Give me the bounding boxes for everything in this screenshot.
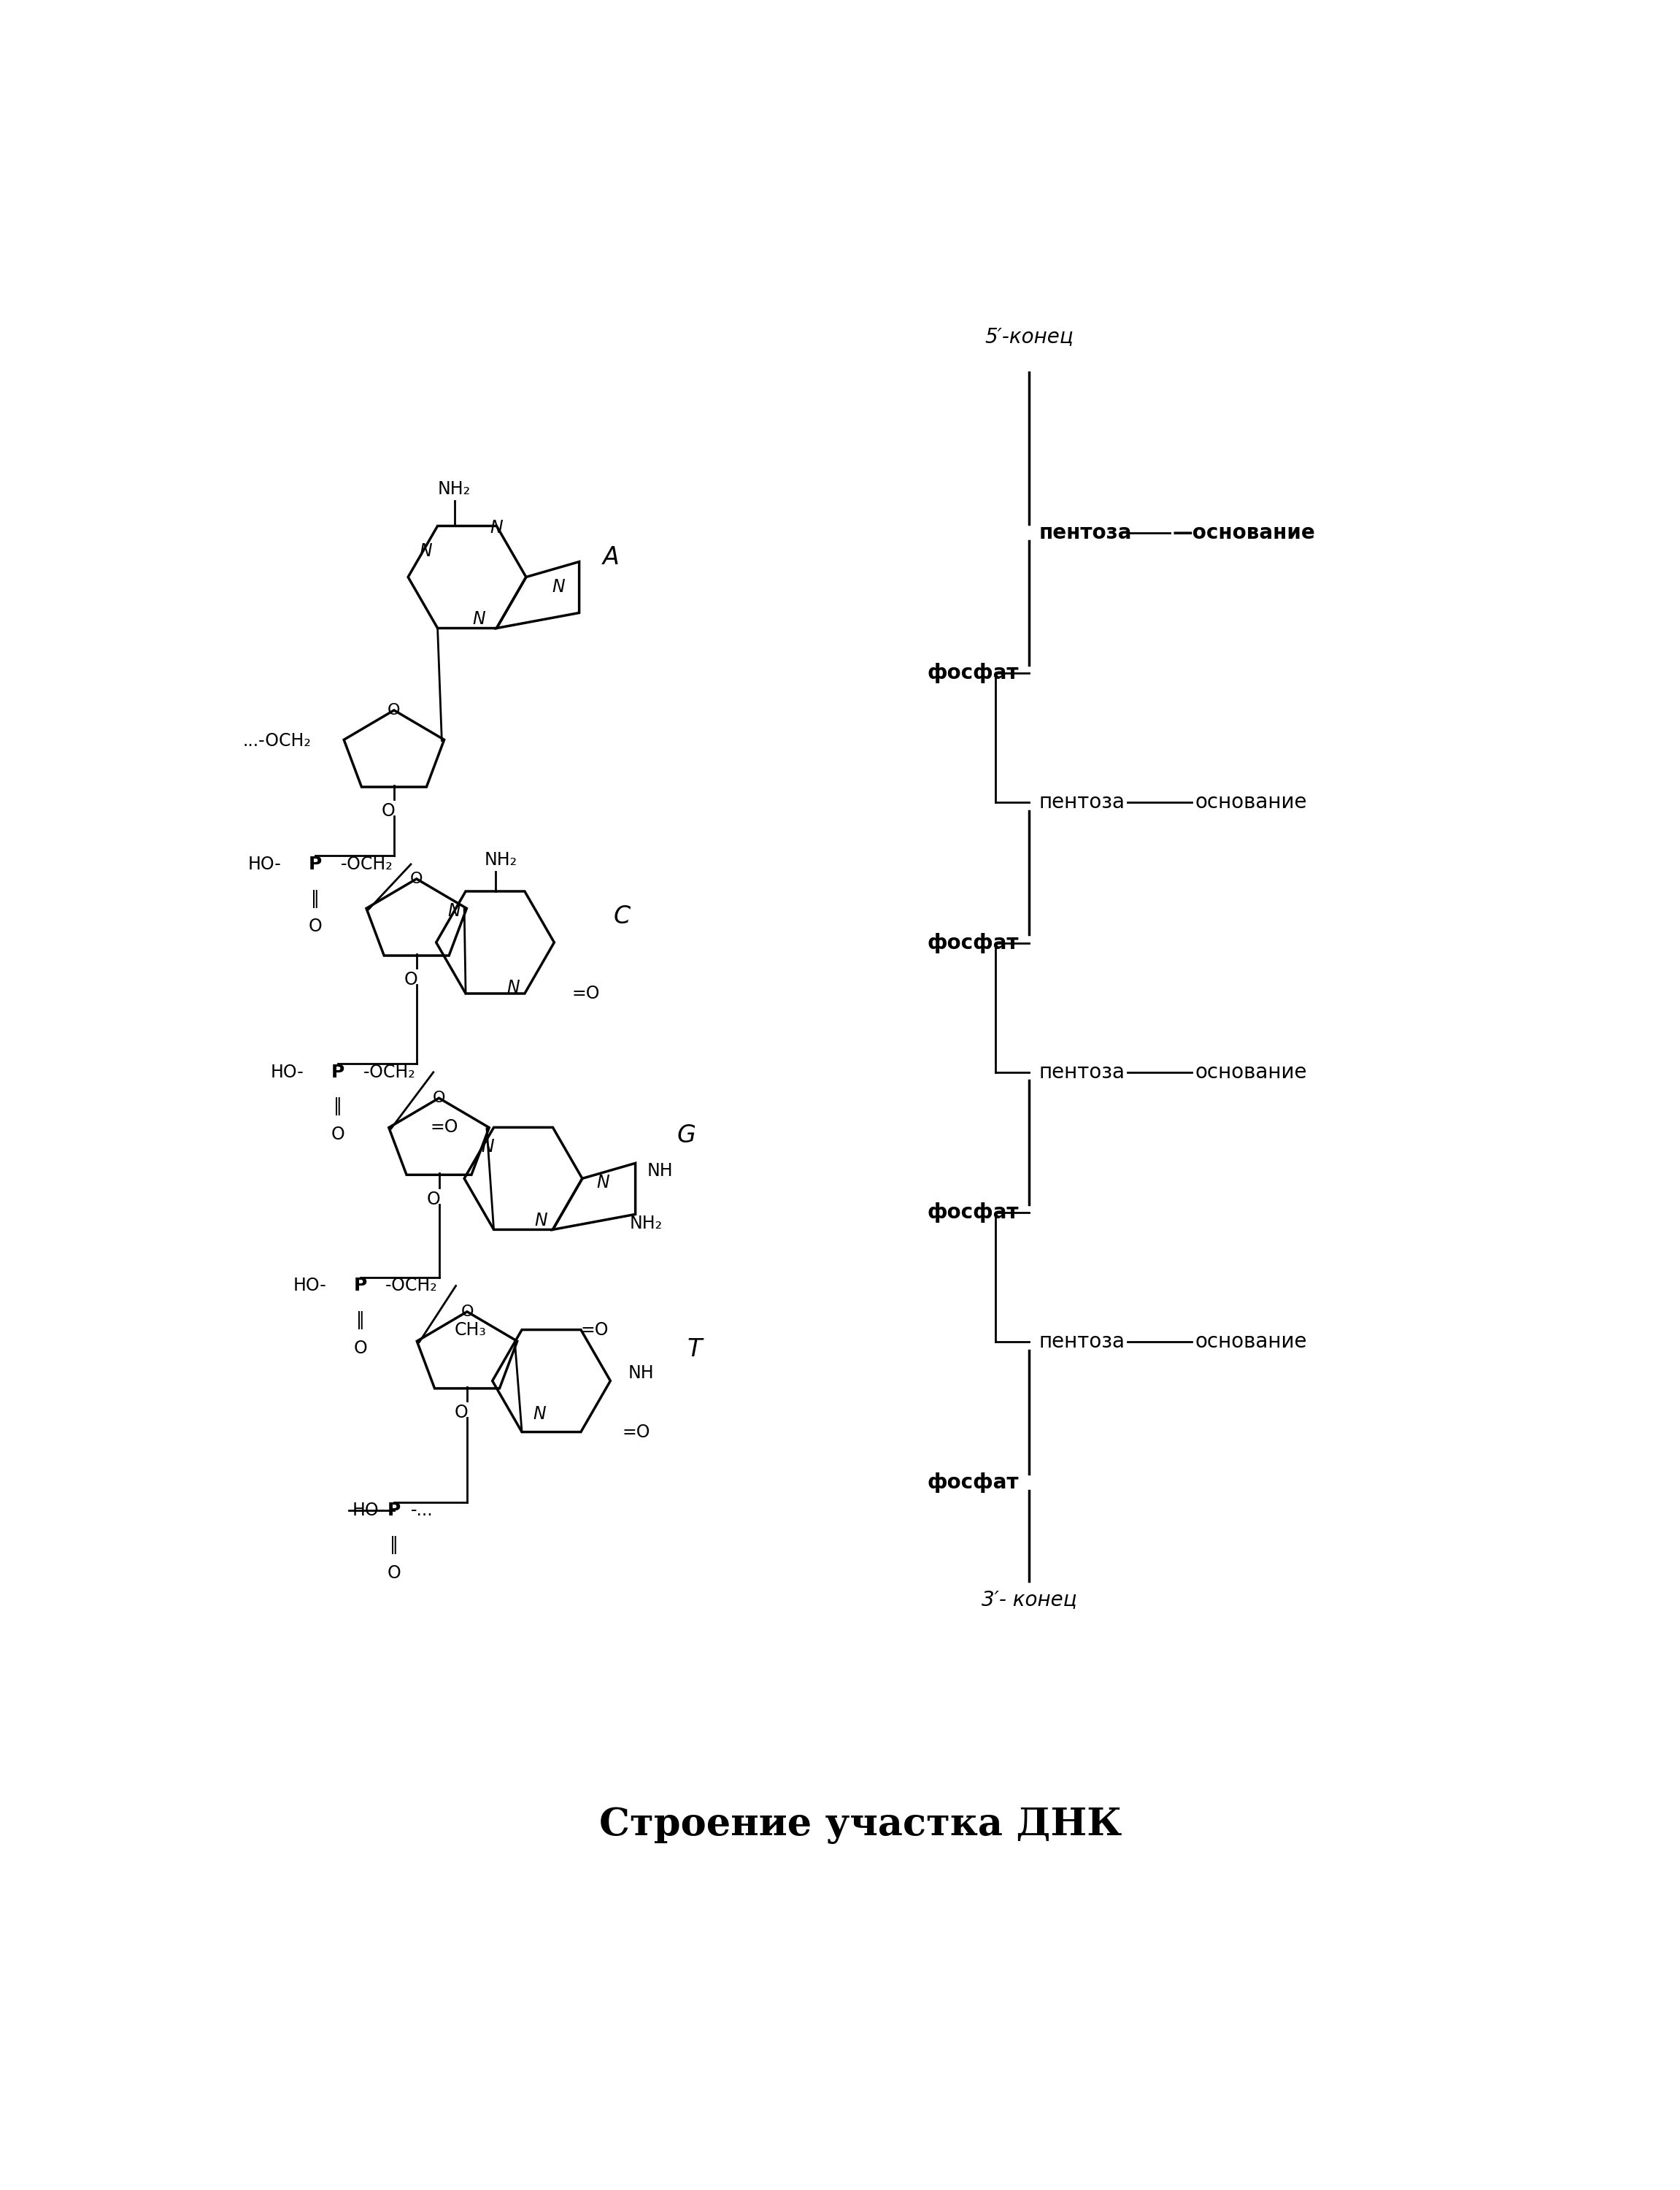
- Text: O: O: [432, 1091, 445, 1106]
- Text: O: O: [353, 1340, 368, 1358]
- Text: N: N: [553, 578, 564, 596]
- Text: N: N: [506, 979, 519, 996]
- Text: ...-OCH₂: ...-OCH₂: [242, 731, 311, 749]
- Text: N: N: [491, 519, 502, 537]
- Text: O: O: [309, 918, 323, 935]
- Text: Строение участка ДНК: Строение участка ДНК: [600, 1807, 1122, 1844]
- Text: основание: основание: [1194, 793, 1307, 812]
- Text: фосфат: фосфат: [927, 933, 1018, 953]
- Text: A: A: [603, 545, 620, 569]
- Text: пентоза: пентоза: [1040, 523, 1132, 543]
- Text: фосфат: фосфат: [927, 1202, 1018, 1222]
- Text: HO-: HO-: [249, 856, 281, 874]
- Text: NH₂: NH₂: [630, 1215, 662, 1233]
- Text: O: O: [427, 1191, 440, 1209]
- Text: фосфат: фосфат: [927, 1472, 1018, 1494]
- Text: 3′- конец: 3′- конец: [981, 1590, 1077, 1610]
- Text: O: O: [386, 1564, 402, 1581]
- Text: NH: NH: [647, 1163, 674, 1180]
- Text: P: P: [388, 1502, 402, 1520]
- Text: O: O: [388, 703, 400, 718]
- Text: ‖: ‖: [356, 1312, 365, 1329]
- Text: N: N: [447, 902, 460, 920]
- Text: ‖: ‖: [311, 889, 319, 909]
- Text: N: N: [482, 1139, 494, 1156]
- Text: =O: =O: [430, 1119, 459, 1137]
- Text: C: C: [613, 904, 630, 929]
- Text: ‖: ‖: [390, 1535, 398, 1555]
- Text: пентоза: пентоза: [1040, 1062, 1126, 1082]
- Text: G: G: [677, 1123, 696, 1148]
- Text: -...: -...: [412, 1502, 433, 1520]
- Text: -OCH₂: -OCH₂: [363, 1064, 415, 1082]
- Text: основание: основание: [1194, 1332, 1307, 1351]
- Text: N: N: [420, 543, 432, 561]
- Text: пентоза: пентоза: [1040, 793, 1126, 812]
- Text: P: P: [331, 1064, 344, 1082]
- Text: HO-: HO-: [270, 1064, 304, 1082]
- Text: 5′-конец: 5′-конец: [984, 326, 1074, 346]
- Text: NH₂: NH₂: [438, 480, 470, 497]
- Text: HO-: HO-: [351, 1502, 385, 1520]
- Text: N: N: [533, 1406, 546, 1424]
- Text: T: T: [687, 1338, 702, 1362]
- Text: NH: NH: [628, 1364, 654, 1382]
- Text: =O: =O: [581, 1321, 608, 1338]
- Text: O: O: [410, 872, 423, 887]
- Text: O: O: [460, 1305, 474, 1318]
- Text: O: O: [455, 1404, 469, 1421]
- Text: CH₃: CH₃: [455, 1321, 487, 1338]
- Text: —основание: —основание: [1173, 523, 1315, 543]
- Text: P: P: [354, 1277, 366, 1294]
- Text: N: N: [472, 611, 486, 629]
- Text: O: O: [331, 1126, 344, 1143]
- Text: -OCH₂: -OCH₂: [341, 856, 393, 874]
- Text: O: O: [403, 970, 418, 988]
- Text: O: O: [381, 802, 395, 819]
- Text: =O: =O: [571, 986, 600, 1003]
- Text: фосфат: фосфат: [927, 664, 1018, 683]
- Text: NH₂: NH₂: [484, 852, 517, 869]
- Text: пентоза: пентоза: [1040, 1332, 1126, 1351]
- Text: HO-: HO-: [292, 1277, 326, 1294]
- Text: -OCH₂: -OCH₂: [386, 1277, 438, 1294]
- Text: N: N: [534, 1211, 548, 1229]
- Text: N: N: [596, 1174, 610, 1191]
- Text: основание: основание: [1194, 1062, 1307, 1082]
- Text: ‖: ‖: [334, 1097, 343, 1115]
- Text: P: P: [309, 856, 323, 874]
- Text: =O: =O: [622, 1424, 650, 1441]
